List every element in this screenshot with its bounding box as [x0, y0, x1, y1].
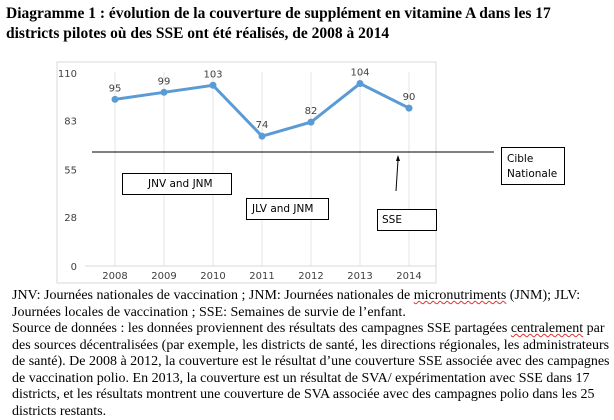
abbreviations-note: JNV: Journées nationales de vaccination …	[12, 288, 612, 321]
data-label: 95	[109, 83, 122, 94]
source-note: Source de données : les données provienn…	[12, 321, 612, 420]
y-tick-label: 110	[58, 69, 77, 80]
x-tick-label: 2010	[200, 271, 225, 282]
note-text: centralement	[510, 321, 584, 336]
x-tick-label: 2009	[151, 271, 176, 282]
data-point	[405, 104, 413, 112]
chart-notes: JNV: Journées nationales de vaccination …	[12, 288, 612, 420]
annotation-jlv-jnm: JLV and JNM	[246, 198, 329, 220]
data-label: 90	[403, 92, 416, 103]
chart-title: Diagramme 1 : évolution de la couverture…	[6, 5, 551, 42]
x-tick-label: 2008	[102, 271, 127, 282]
note-text: par des sources décentralisées (par exem…	[12, 321, 610, 419]
x-tick-label: 2011	[249, 271, 274, 282]
data-label: 74	[256, 120, 269, 131]
note-text: micronutriments	[413, 288, 507, 303]
arrow-head-icon	[396, 155, 400, 161]
data-point	[258, 132, 266, 140]
note-text: JNV: Journées nationales de vaccination …	[12, 288, 414, 303]
y-tick-label: 55	[64, 166, 77, 177]
y-tick-label: 0	[71, 262, 77, 273]
annotation-arrow	[395, 159, 399, 192]
data-point	[160, 88, 168, 96]
note-text: Source de données : les données provienn…	[12, 321, 511, 336]
data-label: 103	[203, 69, 222, 80]
note-text: (JNM); JLV: Journées locales de vaccinat…	[12, 288, 581, 320]
y-tick-label: 83	[64, 116, 77, 127]
plot-frame	[56, 61, 437, 284]
data-label: 104	[350, 68, 369, 79]
data-point	[356, 80, 364, 88]
data-label: 99	[158, 76, 171, 87]
y-tick-label: 28	[64, 213, 77, 224]
data-point	[209, 81, 217, 89]
annotation-jnv-jnm: JNV and JNM	[122, 173, 232, 195]
x-tick-label: 2014	[396, 271, 421, 282]
data-point	[111, 95, 119, 103]
annotation-sse: SSE	[377, 209, 437, 231]
x-tick-label: 2012	[298, 271, 323, 282]
data-label: 82	[305, 106, 318, 117]
data-point	[307, 118, 315, 126]
x-tick-label: 2013	[347, 271, 372, 282]
target-label-box: Cible Nationale	[501, 147, 565, 185]
